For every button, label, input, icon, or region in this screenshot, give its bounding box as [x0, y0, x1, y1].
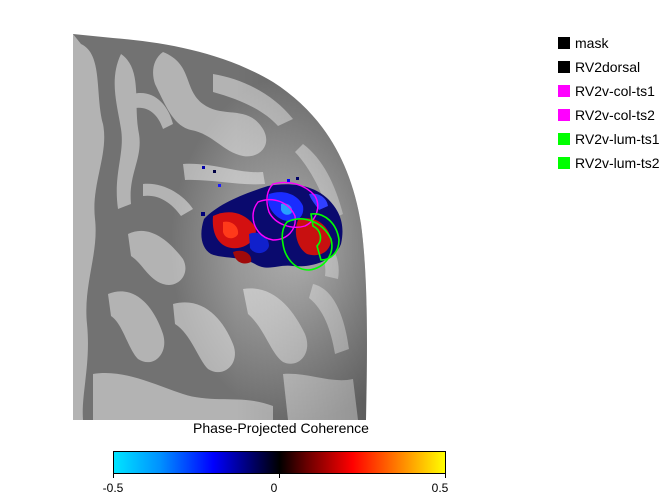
- legend-item: RV2v-col-ts1: [558, 79, 667, 103]
- colorbar-tick: [445, 474, 446, 478]
- legend-item: mask: [558, 31, 667, 55]
- legend-label: RV2v-lum-ts2: [575, 155, 660, 171]
- colorbar-tick: [279, 474, 280, 478]
- coherence-overlay: [201, 166, 343, 271]
- legend-item: RV2v-col-ts2: [558, 103, 667, 127]
- legend-label: RV2v-lum-ts1: [575, 131, 660, 147]
- legend-label: RV2dorsal: [575, 59, 641, 75]
- legend-item: RV2v-lum-ts1: [558, 127, 667, 151]
- legend-swatch: [558, 109, 570, 121]
- legend-swatch: [558, 37, 570, 49]
- colorbar-title: Phase-Projected Coherence: [193, 420, 369, 436]
- cortex: [73, 34, 367, 420]
- legend: mask RV2dorsal RV2v-col-ts1 RV2v-col-ts2…: [558, 31, 667, 175]
- colorbar-min-label: -0.5: [102, 481, 124, 495]
- legend-label: RV2v-col-ts1: [575, 83, 655, 99]
- legend-label: RV2v-col-ts2: [575, 107, 655, 123]
- brain-surface-image: [73, 34, 367, 420]
- colorbar-mid-label: 0: [270, 481, 278, 495]
- legend-item: RV2dorsal: [558, 55, 667, 79]
- legend-swatch: [558, 133, 570, 145]
- legend-swatch: [558, 157, 570, 169]
- legend-label: mask: [575, 35, 609, 51]
- legend-swatch: [558, 85, 570, 97]
- legend-swatch: [558, 61, 570, 73]
- colorbar: [113, 451, 446, 474]
- legend-item: RV2v-lum-ts2: [558, 151, 667, 175]
- colorbar-tick: [113, 474, 114, 478]
- colorbar-max-label: 0.5: [431, 481, 449, 495]
